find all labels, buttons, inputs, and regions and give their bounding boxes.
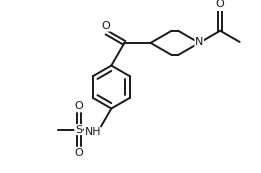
Text: O: O — [101, 21, 110, 31]
Text: NH: NH — [84, 127, 101, 137]
Text: O: O — [74, 148, 83, 158]
Text: O: O — [216, 0, 225, 9]
Text: O: O — [74, 101, 83, 111]
Text: N: N — [195, 37, 203, 47]
Text: S: S — [75, 125, 82, 135]
